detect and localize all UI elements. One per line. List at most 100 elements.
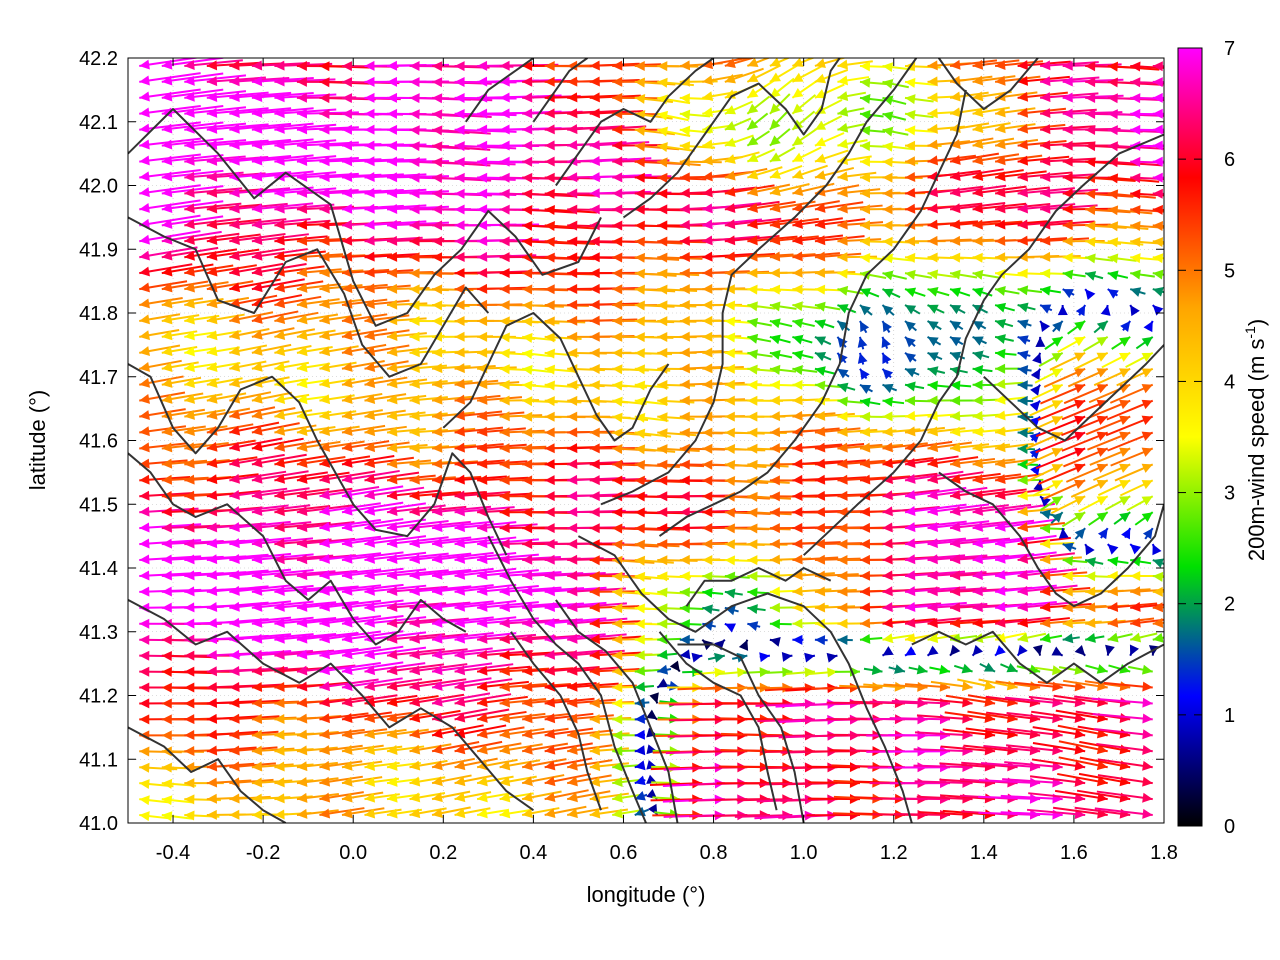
wind-arrow-head xyxy=(274,187,285,198)
wind-arrow-head xyxy=(139,139,150,150)
wind-arrow-head xyxy=(477,426,488,437)
wind-arrow-head xyxy=(409,586,420,596)
wind-arrow-head xyxy=(792,586,803,597)
wind-arrow-head xyxy=(702,395,713,406)
wind-arrow-head xyxy=(319,172,330,183)
wind-arrow-head xyxy=(274,314,286,325)
wind-arrow-head xyxy=(319,314,331,325)
wind-arrow-head xyxy=(251,570,263,581)
y-tick-label: 41.8 xyxy=(79,303,118,325)
wind-arrow-head xyxy=(837,203,848,214)
wind-arrow-head xyxy=(927,505,939,516)
wind-arrow-head xyxy=(1130,205,1141,216)
wind-arrow-head xyxy=(995,521,1006,532)
wind-arrow-head xyxy=(432,617,443,628)
wind-arrow-head xyxy=(544,729,556,739)
wind-arrow-head xyxy=(1141,352,1153,362)
wind-arrow-head xyxy=(409,331,420,342)
wind-arrow-head xyxy=(567,380,578,391)
wind-arrow-head xyxy=(724,137,736,148)
wind-arrow-head xyxy=(296,171,308,182)
wind-arrow-head xyxy=(296,697,308,708)
x-tick-label: 1.8 xyxy=(1150,842,1178,864)
wind-arrow-head xyxy=(387,410,398,421)
wind-arrow-head xyxy=(747,621,759,631)
wind-arrow-head xyxy=(184,314,195,325)
wind-arrow-head xyxy=(409,808,421,819)
wind-arrow-head xyxy=(927,554,938,565)
wind-arrow-head xyxy=(274,538,285,549)
wind-arrow-head xyxy=(454,808,466,819)
wind-arrow-head xyxy=(454,92,465,103)
wind-arrow-head xyxy=(995,489,1006,500)
wind-arrow-head xyxy=(364,76,375,87)
wind-arrow-head xyxy=(1096,352,1108,362)
wind-arrow-head xyxy=(1017,585,1029,596)
wind-arrow-head xyxy=(747,380,758,391)
wind-arrow-head xyxy=(1074,793,1086,804)
wind-arrow-head xyxy=(184,650,195,661)
wind-arrow-head xyxy=(184,698,195,709)
wind-arrow-head xyxy=(837,91,849,101)
wind-arrow-head xyxy=(927,366,939,377)
wind-arrow-head xyxy=(499,411,510,422)
wind-arrow-head xyxy=(139,377,151,388)
wind-arrow-head xyxy=(184,666,195,677)
wind-arrow-head xyxy=(319,203,330,214)
wind-arrow-head xyxy=(837,106,849,117)
wind-arrow-head xyxy=(296,267,308,278)
wind-arrow-head xyxy=(612,714,623,725)
wind-arrow-head xyxy=(364,776,376,787)
wind-arrow-head xyxy=(589,76,600,87)
wind-arrow-head xyxy=(589,698,600,709)
wind-arrow-head xyxy=(972,91,984,102)
wind-arrow-head xyxy=(995,632,1006,643)
wind-arrow-head xyxy=(1096,760,1108,771)
wind-arrow-head xyxy=(837,555,848,566)
wind-arrow-head xyxy=(1085,602,1096,613)
wind-arrow-head xyxy=(184,730,195,740)
wind-arrow-head xyxy=(1017,553,1029,564)
wind-arrow-head xyxy=(1017,365,1029,376)
wind-arrow-head xyxy=(296,489,308,500)
wind-arrow-head xyxy=(814,490,826,501)
wind-arrow-head xyxy=(296,108,308,119)
terrain-contour xyxy=(937,58,1039,110)
wind-arrow-head xyxy=(814,474,826,485)
wind-arrow-head xyxy=(1017,350,1029,361)
wind-arrow-head xyxy=(161,187,173,198)
wind-arrow-head xyxy=(229,585,240,596)
wind-arrow-head xyxy=(859,109,871,120)
wind-arrow-head xyxy=(995,569,1006,580)
wind-arrow-head xyxy=(229,665,240,676)
wind-arrow-shaft xyxy=(1152,144,1164,147)
wind-arrow-head xyxy=(1051,464,1063,474)
wind-arrow-head xyxy=(544,140,555,151)
wind-arrow-head xyxy=(1096,320,1108,332)
wind-arrow-head xyxy=(229,681,240,692)
wind-arrow-head xyxy=(927,426,939,437)
wind-arrow-head xyxy=(477,808,488,819)
wind-arrow-head xyxy=(702,363,713,374)
wind-arrow-head xyxy=(857,352,868,364)
wind-arrow-head xyxy=(747,317,759,328)
wind-arrow-head xyxy=(769,186,781,197)
terrain-contour xyxy=(938,471,1164,608)
terrain-contour xyxy=(658,631,778,811)
x-tick-label: 0.6 xyxy=(610,842,638,864)
wind-arrow-head xyxy=(364,585,375,596)
wind-arrow-head xyxy=(747,103,759,114)
wind-arrow-head xyxy=(1130,124,1141,135)
wind-arrow-head xyxy=(657,603,668,614)
wind-arrow-head xyxy=(1074,320,1086,331)
wind-arrow-head xyxy=(1096,368,1108,378)
wind-arrow-head xyxy=(972,586,983,597)
wind-arrow-head xyxy=(1062,92,1073,103)
wind-arrow-head xyxy=(679,506,690,517)
wind-arrow-head xyxy=(679,331,690,342)
wind-arrow-head xyxy=(229,377,241,388)
wind-arrow-head xyxy=(206,266,218,277)
wind-arrow-head xyxy=(319,665,331,676)
wind-arrow-head xyxy=(1130,632,1142,643)
wind-arrow-head xyxy=(814,202,826,213)
